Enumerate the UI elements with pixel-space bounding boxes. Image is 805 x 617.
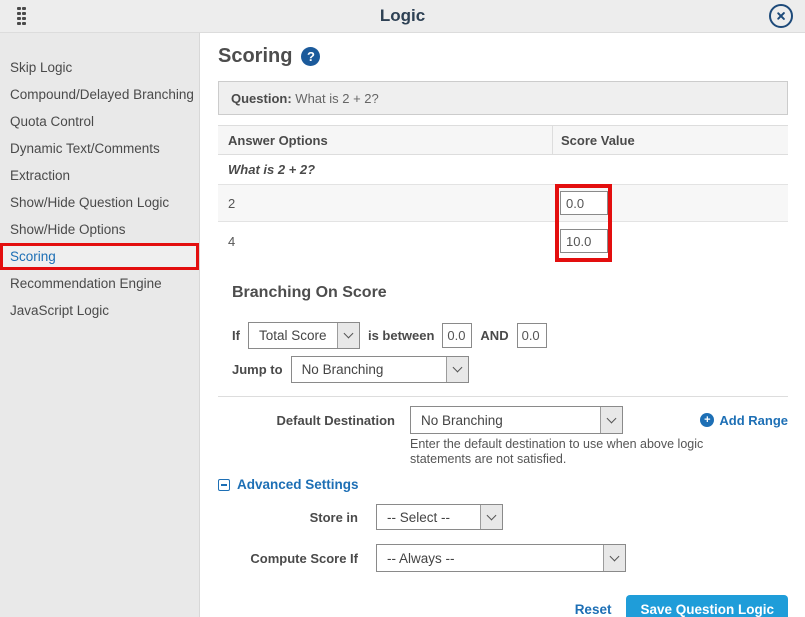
add-range-label: Add Range <box>719 412 788 428</box>
help-icon[interactable]: ? <box>301 46 321 66</box>
default-destination-select[interactable]: No Branching <box>410 406 623 434</box>
answer-option-label: 2 <box>228 195 236 211</box>
compute-score-if-value: -- Always -- <box>387 550 455 566</box>
logic-sidebar: Skip Logic Compound/Delayed Branching Qu… <box>0 33 200 617</box>
jump-to-label: Jump to <box>232 362 283 377</box>
default-destination-value: No Branching <box>421 412 503 428</box>
chevron-down-icon <box>480 505 502 529</box>
table-row: 2 <box>218 185 788 222</box>
answer-option-label: 4 <box>228 233 236 249</box>
chevron-down-icon <box>600 407 622 433</box>
score-table: Answer Options Score Value What is 2 + 2… <box>218 125 788 260</box>
close-button[interactable] <box>769 4 793 28</box>
add-range-link[interactable]: + Add Range <box>700 413 788 428</box>
score-value-input[interactable] <box>560 191 608 215</box>
table-row: 4 <box>218 222 788 260</box>
advanced-settings-label: Advanced Settings <box>237 477 359 492</box>
chevron-down-icon <box>603 545 625 571</box>
section-divider <box>218 396 788 397</box>
page-title: Scoring <box>218 44 293 67</box>
dialog-titlebar: Logic <box>0 0 805 33</box>
score-source-select[interactable]: Total Score <box>247 322 360 349</box>
sidebar-item-compound-delayed-branching[interactable]: Compound/Delayed Branching <box>10 87 194 102</box>
column-header-answer-options: Answer Options <box>228 132 328 148</box>
question-label: Question: <box>231 91 292 106</box>
compute-score-if-label: Compute Score If <box>250 550 358 566</box>
sidebar-item-recommendation-engine[interactable]: Recommendation Engine <box>10 276 162 291</box>
question-box: Question: What is 2 + 2? <box>218 81 788 115</box>
sidebar-item-javascript-logic[interactable]: JavaScript Logic <box>10 303 110 318</box>
sidebar-item-show-hide-options[interactable]: Show/Hide Options <box>10 222 126 237</box>
jump-to-value: No Branching <box>301 362 384 377</box>
jump-to-select[interactable]: No Branching <box>290 356 469 383</box>
compute-score-if-select[interactable]: -- Always -- <box>376 544 626 572</box>
branching-on-score-heading: Branching On Score <box>232 284 387 301</box>
collapse-minus-icon <box>218 478 230 491</box>
score-table-header: Answer Options Score Value <box>218 125 788 155</box>
sidebar-item-dynamic-text-comments[interactable]: Dynamic Text/Comments <box>10 141 160 156</box>
scoring-panel: Scoring ? Question: What is 2 + 2? Answe… <box>200 33 805 617</box>
score-value-input[interactable] <box>560 229 608 253</box>
drag-handle-icon[interactable] <box>17 6 26 26</box>
sidebar-item-extraction[interactable]: Extraction <box>10 168 71 183</box>
question-group-row: What is 2 + 2? <box>218 155 788 185</box>
dialog-title: Logic <box>379 6 426 25</box>
and-label: AND <box>480 328 509 343</box>
save-question-logic-button[interactable]: Save Question Logic <box>626 595 788 617</box>
range-max-input[interactable] <box>516 323 547 348</box>
chevron-down-icon <box>336 323 359 348</box>
reset-link[interactable]: Reset <box>574 601 612 617</box>
default-destination-label: Default Destination <box>276 412 395 428</box>
column-header-score-value: Score Value <box>552 126 788 154</box>
sidebar-item-skip-logic[interactable]: Skip Logic <box>10 60 73 75</box>
sidebar-item-show-hide-question-logic[interactable]: Show/Hide Question Logic <box>10 195 170 210</box>
close-icon <box>776 11 786 21</box>
sidebar-item-scoring[interactable]: Scoring <box>0 243 199 270</box>
if-label: If <box>232 328 240 343</box>
question-text: What is 2 + 2? <box>295 91 379 106</box>
default-destination-helper-text: Enter the default destination to use whe… <box>410 437 704 466</box>
question-group-label: What is 2 + 2? <box>228 162 316 177</box>
advanced-settings-toggle[interactable]: Advanced Settings <box>218 477 788 492</box>
store-in-label: Store in <box>309 509 358 525</box>
store-in-select[interactable]: -- Select -- <box>376 504 503 530</box>
sidebar-item-quota-control[interactable]: Quota Control <box>10 114 95 129</box>
plus-circle-icon: + <box>700 413 715 427</box>
range-min-input[interactable] <box>442 323 473 348</box>
is-between-label: is between <box>367 328 435 343</box>
store-in-value: -- Select -- <box>387 509 451 525</box>
score-source-value: Total Score <box>258 328 327 343</box>
chevron-down-icon <box>445 357 468 382</box>
